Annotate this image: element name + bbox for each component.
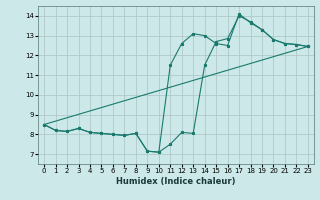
X-axis label: Humidex (Indice chaleur): Humidex (Indice chaleur) <box>116 177 236 186</box>
